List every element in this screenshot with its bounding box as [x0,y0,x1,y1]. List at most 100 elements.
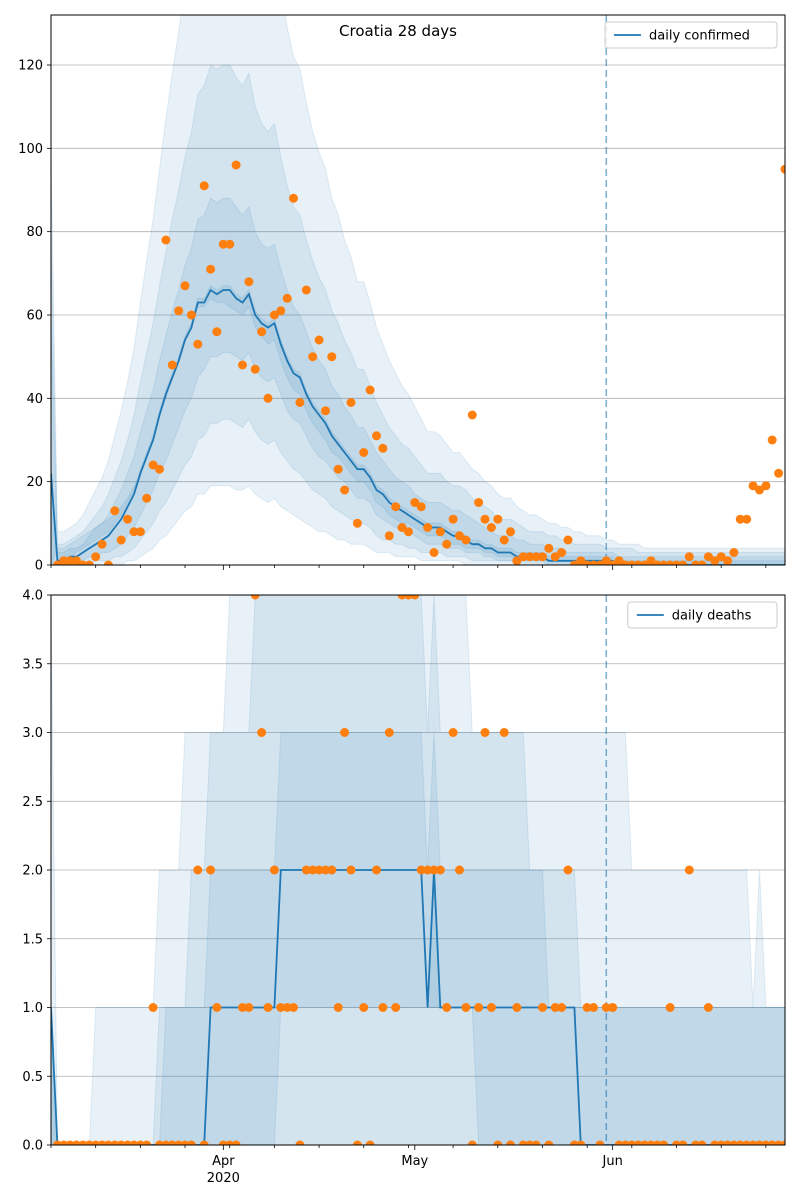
confidence-band [51,285,785,565]
data-point [155,464,164,474]
data-point [276,306,286,316]
data-point [646,556,656,565]
data-point [544,1140,554,1145]
data-point [276,1003,286,1012]
y-tick-label: 1.0 [22,1001,43,1016]
data-point [333,1003,343,1012]
data-point [563,865,573,875]
data-point [250,364,260,374]
data-point [186,1140,196,1145]
data-point [665,1003,675,1012]
data-point [416,865,426,875]
y-tick-label: 2.0 [22,864,43,879]
data-point [321,406,330,416]
data-point [614,556,624,565]
data-point [340,728,350,737]
data-point [410,595,420,600]
y-tick-label: 1.5 [22,932,43,947]
data-point [697,560,707,565]
data-point [333,464,343,474]
data-point [659,1140,669,1145]
data-point [199,1140,209,1145]
data-point [103,560,113,565]
data-point [678,1140,688,1145]
data-point [123,514,133,524]
y-tick-label: 120 [18,59,43,74]
data-point [780,164,785,174]
data-point [65,556,75,565]
plot-area [51,15,785,565]
data-point [429,548,439,557]
data-point [550,1003,560,1012]
data-point [531,1140,541,1145]
data-point [231,160,241,170]
data-point [499,728,509,737]
data-point [365,1140,375,1145]
data-point [601,1003,611,1012]
data-point [378,1003,388,1012]
data-point [72,556,81,565]
data-point [518,552,528,562]
data-point [576,556,586,565]
data-point [282,293,292,303]
data-point [735,514,745,524]
data-point [257,327,267,337]
legend-box [627,601,778,629]
data-point [525,552,535,562]
data-point [416,502,426,512]
data-point [774,468,784,478]
data-point [474,1003,484,1012]
x-tick-label: Jun [602,1154,623,1169]
data-point [129,527,139,537]
data-point [167,360,177,370]
data-point [723,556,733,565]
data-point [512,1003,522,1012]
data-point [199,181,209,191]
data-point [710,556,720,565]
data-point [186,310,196,320]
data-point [59,556,69,565]
legend-label: daily confirmed [649,29,750,44]
data-point [225,239,235,249]
data-point [550,552,560,562]
data-point [755,485,764,495]
data-point [767,435,777,445]
data-point [780,1140,785,1145]
data-point [378,443,388,453]
data-point [84,560,94,565]
data-point [148,1003,158,1012]
data-point [538,552,547,562]
data-point [97,539,107,549]
data-point [678,560,688,565]
data-point [269,865,279,875]
data-point [512,556,522,565]
data-point [238,360,247,370]
data-point [684,552,694,562]
data-point [748,481,758,491]
data-point [148,460,158,470]
data-point [384,728,394,737]
data-point [423,865,433,875]
data-point [212,1003,222,1012]
y-tick-label: 60 [26,309,43,324]
data-point [506,1140,515,1145]
deaths-panel: 0.0 0.5 1.0 1.5 2.0 2.5 3.0 3.5 4.0 Apr 2020 May Jun… [22,589,796,1186]
data-point [116,535,126,545]
data-point [301,865,311,875]
data-point [467,1140,477,1145]
data-point [684,865,694,875]
legend-box [604,21,778,49]
data-point [263,1003,273,1012]
data-point [314,865,324,875]
data-point [697,1140,707,1145]
data-point [327,352,337,362]
confidence-band [51,15,785,565]
data-point [787,1141,796,1150]
data-point [442,539,452,549]
axes-frame [50,594,786,1146]
data-point [423,523,433,532]
data-point [601,556,611,565]
y-tick-label: 100 [18,142,43,157]
data-point [557,1003,567,1012]
data-point [397,523,407,532]
